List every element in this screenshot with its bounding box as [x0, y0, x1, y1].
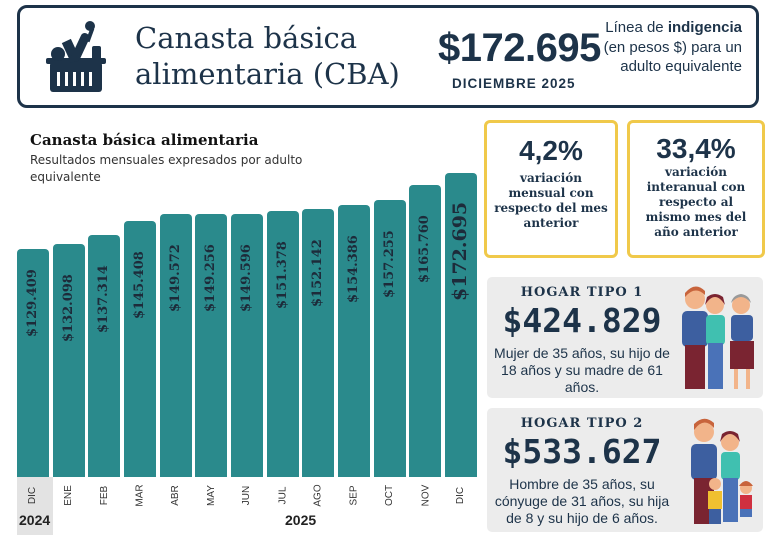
annual-variation-value: 33,4% [656, 133, 736, 164]
chart-title: Canasta básica alimentaria [30, 131, 259, 149]
bar-jul-7: $151.378 [266, 210, 299, 477]
bar-may-5: $149.256 [195, 214, 228, 477]
year-label-2024: 2024 [19, 512, 51, 528]
bar-ene-1: $132.098 [52, 244, 85, 477]
month-label-text: JUN [241, 485, 253, 505]
grocery-basket-icon [46, 21, 106, 92]
month-label-text: ENE [63, 484, 75, 506]
cba-value: $172.695 [438, 26, 601, 70]
hogar-2-value: $533.627 [502, 432, 662, 471]
monthly-variation-value: 4,2% [519, 135, 583, 166]
bar-dic-0: $129.409 [17, 249, 49, 477]
month-label: JUN [231, 483, 263, 507]
month-label-text: SEP [348, 484, 360, 506]
month-label-text: DIC [455, 486, 467, 504]
hogar-tipo-2-card: HOGAR TIPO 2 $533.627 Hombre de 35 años,… [487, 408, 763, 532]
cba-date: DICIEMBRE 2025 [452, 76, 576, 91]
month-label-text: MAR [134, 483, 146, 507]
month-label: DIC [445, 483, 477, 507]
bar-value-label: $145.408 [132, 251, 147, 320]
bar-value-label: $149.572 [167, 243, 183, 312]
month-label: ENE [53, 483, 85, 507]
bar-value-label: $129.409 [25, 269, 40, 338]
month-label: SEP [338, 483, 370, 507]
year-2024-shade [17, 477, 53, 535]
month-label: FEB [88, 483, 120, 507]
bar-value-label: $149.596 [239, 243, 255, 312]
bar-value-label: $151.378 [274, 240, 290, 309]
bar-value-label: $165.760 [417, 215, 433, 284]
desc-pre: Línea de [605, 19, 664, 36]
month-label-text: AGO [312, 483, 324, 507]
month-label: MAR [124, 483, 156, 507]
month-label-text: FEB [98, 485, 110, 505]
bar-abr-4: $149.572 [159, 213, 192, 477]
month-label: NOV [409, 483, 441, 507]
bar-value-label: $132.098 [60, 274, 76, 343]
hogar-tipo-1-card: HOGAR TIPO 1 $424.829 Mujer de 35 años, … [487, 277, 763, 398]
cba-description: Línea de indigencia (en pesos $) para un… [582, 18, 742, 77]
hogar-1-value: $424.829 [502, 301, 662, 340]
month-label-text: ABR [170, 484, 182, 506]
bar-dic-12: $172.695 [445, 173, 478, 477]
hogar-2-description: Hombre de 35 años, su cónyuge de 31 años… [494, 476, 670, 526]
bar-feb-2: $137.314 [88, 235, 121, 477]
bar-sep-9: $154.386 [338, 205, 371, 477]
bar-value-label: $172.695 [449, 201, 472, 301]
month-label: AGO [302, 483, 334, 507]
bar-value-label: $149.256 [203, 244, 219, 313]
bar-value-label: $152.142 [310, 239, 326, 308]
month-label-text: JUL [277, 486, 289, 504]
hogar-2-title: HOGAR TIPO 2 [520, 416, 644, 431]
monthly-variation-text: variación mensual con respecto del mes a… [494, 171, 608, 230]
month-label: OCT [374, 483, 406, 507]
hogar-1-description: Mujer de 35 años, su hijo de 18 años y s… [494, 345, 670, 395]
bar-ago-8: $152.142 [302, 209, 335, 477]
month-label-text: DIC [27, 486, 39, 504]
bar-mar-3: $145.408 [124, 221, 156, 477]
month-label: MAY [195, 483, 227, 507]
desc-bold: indigencia [667, 19, 742, 36]
page-title: Canasta básica alimentaria (CBA) [135, 20, 400, 92]
month-label: JUL [267, 483, 299, 507]
month-label-text: NOV [419, 484, 431, 506]
desc-post: (en pesos $) para un adulto equivalente [603, 38, 742, 76]
title-line-1: Canasta básica [135, 21, 358, 55]
monthly-variation-card: 4,2% variación mensual con respecto del … [484, 120, 618, 258]
bar-oct-10: $157.255 [373, 200, 406, 477]
hogar-1-title: HOGAR TIPO 1 [520, 285, 644, 300]
bar-value-label: $137.314 [96, 265, 112, 334]
title-line-2: alimentaria (CBA) [135, 57, 400, 91]
annual-variation-text: variación interanual con respecto al mis… [645, 165, 747, 239]
header-banner: Canasta básica alimentaria (CBA) $172.69… [17, 5, 759, 108]
month-label-text: MAY [205, 484, 217, 506]
month-label-text: OCT [384, 484, 396, 506]
annual-variation-card: 33,4% variación interanual con respecto … [627, 120, 765, 258]
bar-value-label: $154.386 [346, 235, 362, 304]
family-1-illustration [682, 286, 754, 389]
bar-value-label: $157.255 [381, 230, 397, 299]
month-label: DIC [17, 483, 49, 507]
bar-nov-11: $165.760 [409, 185, 442, 477]
chart-subtitle: Resultados mensuales expresados por adul… [30, 153, 303, 184]
bar-jun-6: $149.596 [231, 213, 264, 477]
month-label: ABR [160, 483, 192, 507]
family-2-illustration [691, 418, 753, 524]
year-label-2025: 2025 [285, 512, 317, 528]
